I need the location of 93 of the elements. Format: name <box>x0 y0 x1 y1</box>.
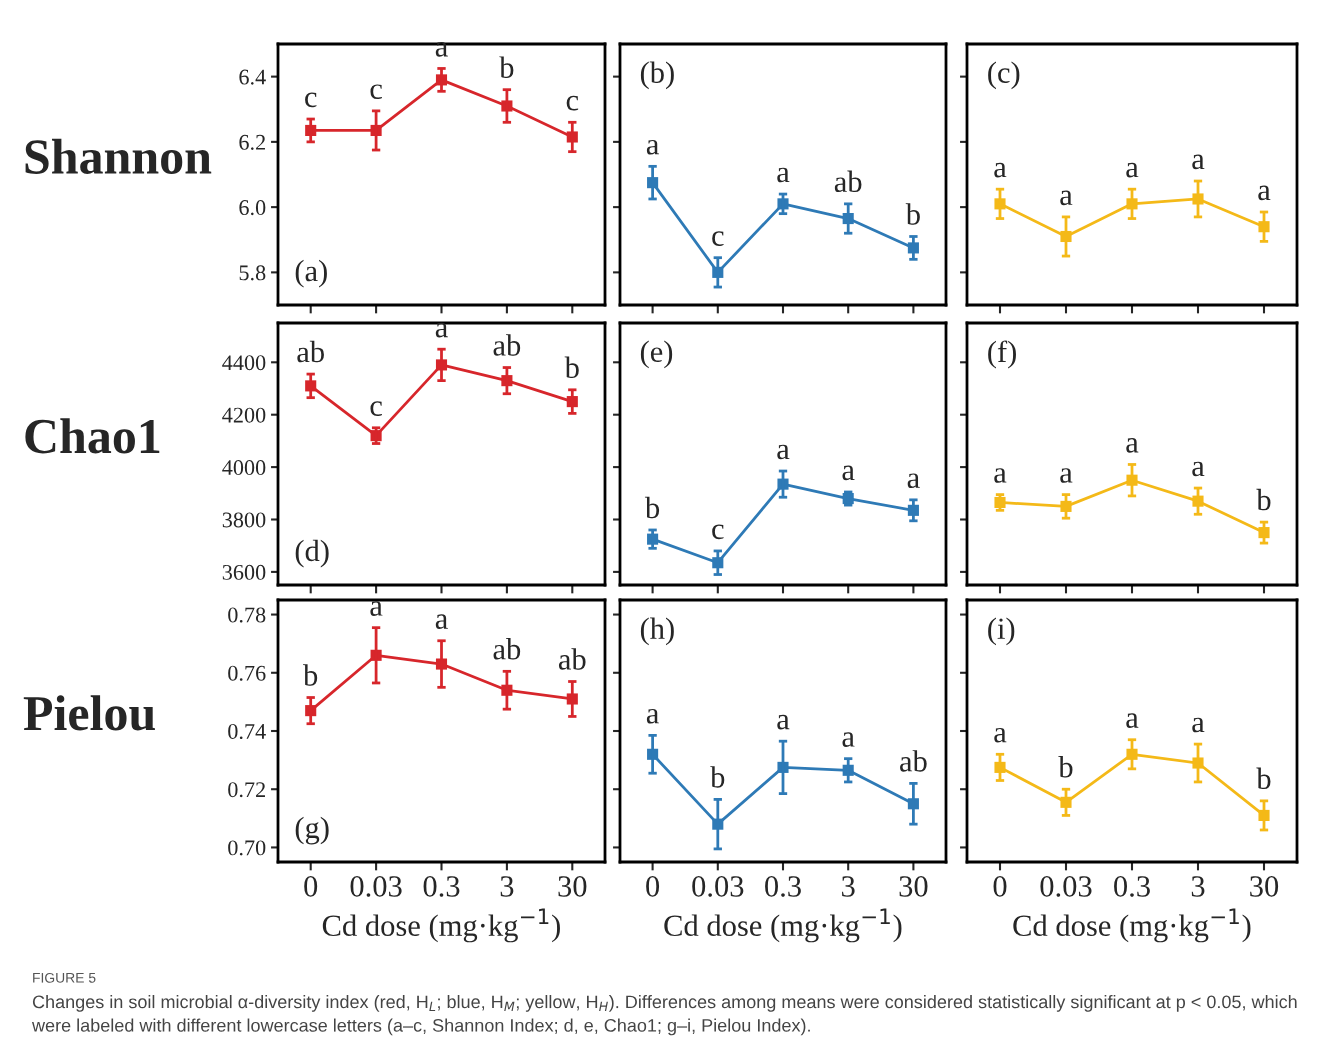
annotation: a <box>994 162 1007 178</box>
caption: FIGURE 5 <box>33 972 96 983</box>
x-tick-label: 0 <box>646 876 660 897</box>
x-tick-label: 0.03 <box>350 876 402 897</box>
annotation: b <box>1256 767 1271 790</box>
y-axis-title: Shannon <box>25 138 212 174</box>
y-tick-label: 6.0 <box>239 200 266 216</box>
annotation: a <box>1060 468 1073 483</box>
annotation: a <box>370 601 383 616</box>
y-tick-label: 4000 <box>222 460 266 476</box>
annotation: b <box>499 56 514 78</box>
annotation: c <box>370 84 382 100</box>
annotation: a <box>777 167 790 183</box>
text: Changes in soil microbial α-diversity index (red, H$_{L}$; blue, H$_{M}$; yellow, H$_{H}$). Differences among means were considered statistically significant at p < 0.05, which were labeled with different lowercase letters (a–c, Shannon Index; d, e, Chao1; g–i, Pielou Index). <box>31 995 1297 1036</box>
y-tick-label: 5.8 <box>239 265 266 281</box>
annotation: ab <box>834 170 862 193</box>
annotation: b <box>1256 488 1271 511</box>
annotation: b <box>303 664 318 686</box>
y-tick-label: 6.2 <box>239 134 265 150</box>
annotation: a <box>1192 154 1205 170</box>
point <box>1192 757 1204 769</box>
annotation: a <box>1258 185 1271 201</box>
x-tick-label: 0 <box>993 876 1007 897</box>
annotation: (f) <box>988 340 1016 369</box>
annotation: c <box>712 524 724 540</box>
y-tick-label: 4400 <box>222 355 266 371</box>
annotation: ab <box>493 334 521 356</box>
y-tick-label: 0.70 <box>228 840 266 856</box>
annotation: a <box>994 727 1007 743</box>
y-tick-label: 3600 <box>222 564 266 580</box>
annotation: b <box>905 203 920 225</box>
annotation: c <box>305 92 317 108</box>
annotation: a <box>842 465 855 481</box>
x-tick-label: 0.3 <box>765 876 801 897</box>
annotation: a <box>646 139 659 155</box>
annotation: a <box>435 322 448 338</box>
annotation: (c) <box>988 61 1020 90</box>
annotation: a <box>435 42 448 57</box>
y-tick-label: 0.74 <box>228 723 266 740</box>
annotation: a <box>435 614 448 629</box>
annotation: a <box>1126 162 1139 178</box>
annotation: (b) <box>640 61 674 90</box>
annotation: a <box>777 444 790 460</box>
annotation: (i) <box>988 617 1015 646</box>
point <box>1192 193 1204 205</box>
x-tick-label: 3 <box>1191 876 1205 897</box>
x-tick-label: 0.03 <box>1040 876 1092 897</box>
x-tick-label: 30 <box>899 876 928 897</box>
annotation: a <box>842 732 855 747</box>
y-axis-title: Pielou <box>23 695 155 731</box>
annotation: a <box>994 468 1007 483</box>
annotation: ab <box>558 648 586 670</box>
annotation: (e) <box>640 340 673 369</box>
x-tick-label: 0 <box>304 876 318 897</box>
annotation: b <box>564 356 579 379</box>
annotation: ab <box>297 340 324 363</box>
annotation: a <box>1192 461 1205 477</box>
x-tick-label: 3 <box>500 876 514 897</box>
x-axis-title: Cd dose (mg·kg$^{−1}$) <box>1013 908 1251 943</box>
y-tick-label: 3800 <box>222 512 266 528</box>
x-tick-label: 30 <box>1250 876 1279 897</box>
y-axis-title: Chao1 <box>25 418 160 454</box>
annotation: a <box>907 473 920 489</box>
annotation: a <box>1192 717 1205 733</box>
annotation: a <box>777 714 790 730</box>
annotation: c <box>566 95 579 111</box>
y-tick-label: 4200 <box>222 407 266 423</box>
annotation: c <box>712 231 724 246</box>
y-tick-label: 6.4 <box>239 69 266 85</box>
x-tick-label: 3 <box>842 876 855 897</box>
annotation: a <box>1126 438 1139 453</box>
x-tick-label: 0.3 <box>423 876 460 897</box>
annotation: ab <box>493 638 521 660</box>
x-axis-title: Cd dose (mg·kg$^{−1}$) <box>664 908 902 943</box>
x-axis-title: Cd dose (mg·kg$^{−1}$) <box>322 908 560 943</box>
annotation: (d) <box>295 539 329 568</box>
annotation: b <box>644 496 660 519</box>
annotation: b <box>710 766 725 788</box>
y-tick-label: 0.78 <box>228 607 266 623</box>
annotation: (h) <box>640 617 674 646</box>
annotation: (a) <box>295 259 327 288</box>
annotation: a <box>1126 713 1139 728</box>
x-tick-label: 30 <box>558 876 587 897</box>
annotation: b <box>1058 755 1073 778</box>
x-tick-label: 0.03 <box>692 876 744 897</box>
y-tick-label: 0.76 <box>228 665 266 681</box>
annotation: (g) <box>295 816 329 845</box>
y-tick-label: 0.72 <box>228 782 265 798</box>
x-tick-label: 0.3 <box>1114 876 1150 897</box>
annotation: a <box>1060 190 1073 206</box>
annotation: a <box>646 708 659 724</box>
annotation: ab <box>900 750 927 772</box>
annotation: c <box>370 401 382 417</box>
